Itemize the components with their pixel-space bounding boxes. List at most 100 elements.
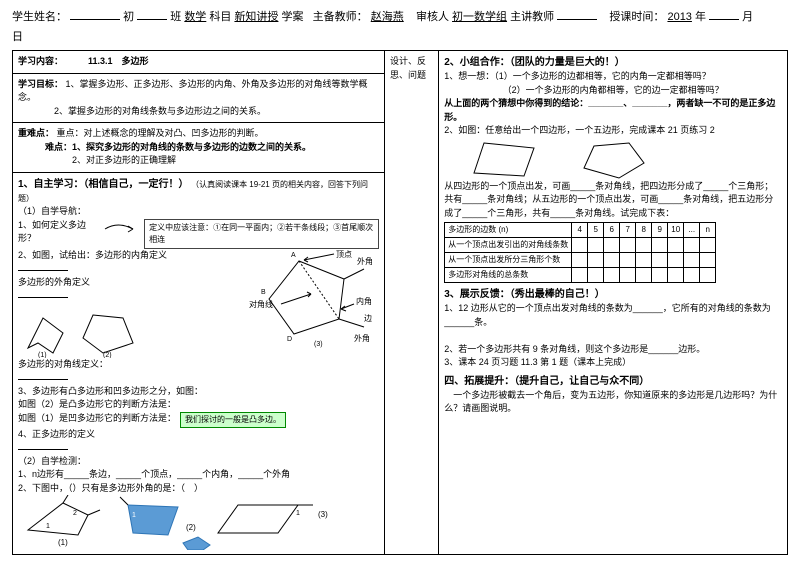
ext-angle-label2: 外角 [354, 333, 370, 343]
blank[interactable] [18, 270, 68, 271]
s2-conclusion: 从上面的两个猜想中你得到的结论：_______、_______，两者缺一不可的是… [444, 97, 782, 124]
header-line: 学生姓名： 初 班 数学 科目 新知讲授 学案 主备教师： 赵海燕 审核人 初一… [12, 8, 788, 24]
teach-time-label: 授课时间： [609, 11, 664, 23]
month-blank[interactable] [709, 19, 739, 20]
month-suffix: 月 [742, 11, 753, 23]
lesson-type: 新知讲授 [234, 11, 278, 23]
s1-diag: 多边形的对角线定义： [18, 358, 379, 372]
reviewer: 初一数学组 [452, 11, 507, 23]
worksheet-table: 学习内容： 11.3.1 多边形 设计、反思、问题 2、小组合作：（团队的力量是… [12, 50, 788, 555]
concave-convex-figure: (1) (2) [18, 303, 158, 358]
svg-text:(3): (3) [318, 510, 328, 519]
svg-text:A: A [291, 252, 296, 259]
content-value: 11.3.1 多边形 [88, 56, 149, 66]
s1-test: （2）自学检测： [18, 455, 379, 469]
svg-text:(1): (1) [58, 538, 68, 547]
s2-text1: 从四边形的一个顶点出发，可画_____条对角线，把四边形分成了_____个三角形… [444, 180, 782, 221]
blank[interactable] [18, 449, 68, 450]
vertex-label: 顶点 [336, 250, 352, 259]
table-row: 从一个顶点出发引出的对角线条数 [445, 238, 716, 253]
day-suffix: 日 [12, 31, 23, 43]
s3-q1: 1、12 边形从它的一个顶点出发对角线的条数为______，它所有的对角线的条数… [444, 302, 782, 329]
class-suffix: 班 [170, 11, 181, 23]
svg-text:B: B [261, 289, 266, 296]
content-label: 学习内容： [18, 56, 63, 66]
keypoint-label: 重难点： [18, 128, 54, 138]
subject-label2: 科目 [209, 11, 231, 23]
svg-text:2: 2 [73, 510, 77, 517]
svg-text:1: 1 [46, 523, 50, 530]
year: 2013 [667, 11, 691, 23]
s1-q2a: 2、如图，试给出：多边形的内角定义 [18, 249, 225, 263]
svg-text:(3): (3) [314, 341, 323, 348]
green-note: 我们探讨的一般是凸多边。 [180, 412, 286, 428]
definition-note: 定义中应该注意：①在同一平面内；②若干条线段；③首尾顺次相连 [144, 219, 379, 249]
q1-row: 1、如何定义多边形？ 定义中应该注意：①在同一平面内；②若干条线段；③首尾顺次相… [18, 219, 379, 249]
s1-t2: 2、下图中，（）只有是多边形外角的是：（ ） [18, 482, 379, 496]
svg-text:D: D [287, 336, 292, 343]
svg-text:(2): (2) [103, 352, 112, 358]
s4-title: 四、拓展提升：（提升自己，让自己与众不同） [444, 374, 782, 389]
s1-q3: 3、多边形有凸多边形和凹多边形之分，如图： [18, 385, 379, 399]
key3: 2、对正多边形的正确理解 [72, 155, 176, 165]
s3-q3: 3、课本 24 页习题 11.3 第 1 题（课本上完成） [444, 356, 782, 370]
arrow-icon [103, 219, 140, 239]
s4-q: 一个多边形被截去一个角后，变为五边形，你知道原来的多边形是几边形吗？为什么？请画… [444, 389, 782, 416]
s3-q2: 2、若一个多边形共有 9 条对角线，则这个多边形是______边形。 [444, 343, 782, 357]
s2-q1: 1、想一想：（1）一个多边形的边都相等，它的内角一定都相等吗？ [444, 70, 782, 84]
class-blank[interactable] [137, 19, 167, 20]
row-label: 多边形的边数 (n) [445, 223, 572, 238]
s1-title: 1、自主学习：（相信自己，一定行！） [18, 179, 189, 190]
key2: 难点：1、探究多边形的对角线的条数与多边形的边数之间的关系。 [45, 142, 311, 152]
year-suffix: 年 [695, 11, 706, 23]
table-row: 多边形对角线的总条数 [445, 268, 716, 283]
svg-text:1: 1 [132, 512, 136, 519]
s3-title: 3、展示反馈：（秀出最棒的自己！） [444, 287, 782, 302]
prep-teacher-label: 主备教师： [313, 11, 368, 23]
s2-q1b: （2）一个多边形的内角都相等，它的边一定都相等吗？ [444, 84, 782, 98]
polygon-data-table: 多边形的边数 (n) 45 67 89 10... n 从一个顶点出发引出的对角… [444, 222, 716, 283]
key1: 重点：对上述概念的理解及对凸、凹多边形的判断。 [57, 128, 264, 138]
content-cell: 学习内容： 11.3.1 多边形 [13, 51, 385, 74]
table-row: 从一个顶点出发所分三角形个数 [445, 253, 716, 268]
keypoint-cell: 重难点： 重点：对上述概念的理解及对凸、凹多边形的判断。 难点：1、探究多边形的… [13, 123, 385, 173]
ext-angle-label: 外角 [357, 256, 373, 266]
svg-text:(2): (2) [186, 523, 196, 532]
subject: 数学 [184, 11, 206, 23]
q2-row: 2、如图，试给出：多边形的内角定义 多边形的外角定义 (1) (2) [18, 249, 379, 358]
svg-text:(1): (1) [38, 352, 47, 358]
s1-q3b: 如图（1）是凹多边形它的判断方法是： [18, 412, 176, 426]
middle-col-text: 设计、反思、问题 [390, 56, 426, 80]
goal-cell: 学习目标： 1、掌握多边形、正多边形、多边形的内角、外角及多边形的对角线等数学概… [13, 73, 385, 123]
int-angle-label: 内角 [356, 296, 372, 306]
svg-text:1: 1 [296, 510, 300, 517]
bottom-figures: 1 2 (1) 1 (2) 1 (3) [18, 495, 358, 550]
goal-label: 学习目标： [18, 79, 63, 89]
diagonal-label: 对角线 [249, 299, 273, 309]
table-row: 多边形的边数 (n) 45 67 89 10... n [445, 223, 716, 238]
right-col: 2、小组合作：（团队的力量是巨大的！） 1、想一想：（1）一个多边形的边都相等，… [439, 51, 788, 555]
goal1: 1、掌握多边形、正多边形、多边形的内角、外角及多边形的对角线等数学概念。 [18, 79, 368, 103]
s1-q1: 1、如何定义多边形？ [18, 219, 99, 246]
s1-t1: 1、n边形有_____条边，_____个顶点，_____个内角，_____个外角 [18, 468, 379, 482]
class-prefix: 初 [123, 11, 134, 23]
reviewer-label: 审核人 [416, 11, 449, 23]
s1-q3a: 如图（2）是凸多边形它的判断方法是： [18, 398, 379, 412]
goal2: 2、掌握多边形的对角线条数与多边形边之间的关系。 [54, 106, 266, 116]
s1-q4: 4、正多边形的定义 [18, 428, 379, 442]
middle-col: 设计、反思、问题 [385, 51, 439, 555]
header-line-2: 日 [12, 28, 788, 44]
s1-q2b: 多边形的外角定义 [18, 276, 225, 290]
prep-teacher: 赵海燕 [371, 11, 404, 23]
s2-q2: 2、如图：任意给出一个四边形，一个五边形，完成课本 21 页练习 2 [444, 124, 782, 138]
blank[interactable] [18, 379, 68, 380]
lead-teacher-blank[interactable] [557, 19, 597, 20]
quad-pentagon-figure [444, 138, 664, 180]
edge-label: 边 [364, 313, 372, 323]
student-name-blank[interactable] [70, 19, 120, 20]
self-study-cell: 1、自主学习：（相信自己，一定行！） （认真阅读课本 19-21 页的相关内容，… [13, 172, 385, 555]
student-name-label: 学生姓名： [12, 11, 67, 23]
labeled-polygon-figure: 顶点 外角 对角线 内角 边 外角 (3) B A D [229, 249, 379, 349]
blank[interactable] [18, 297, 68, 298]
s1-nav: （1）自学导航： [18, 205, 379, 219]
